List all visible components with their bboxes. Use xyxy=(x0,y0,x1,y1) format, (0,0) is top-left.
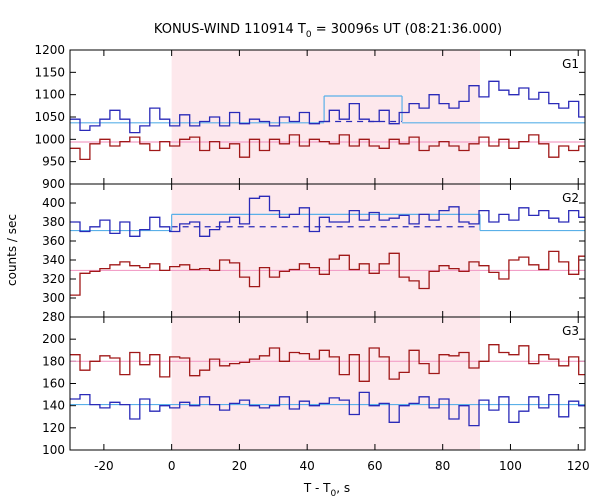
panel-g1-ytick-label: 950 xyxy=(42,155,65,169)
panel-g1-ytick-label: 1050 xyxy=(34,110,65,124)
panel-g2-label: G2 xyxy=(562,191,579,205)
x-tick-label: 120 xyxy=(567,459,590,473)
title-subscript: 0 xyxy=(306,30,312,40)
panel-g2-ytick-label: 360 xyxy=(42,234,65,248)
panel-g2-ytick-label: 380 xyxy=(42,215,65,229)
panel-g3-series-blue xyxy=(70,391,585,427)
panel-g1-label: G1 xyxy=(562,57,579,71)
panel-g2-ytick-label: 300 xyxy=(42,291,65,305)
panel-g2-series-blue xyxy=(70,195,585,237)
panel-g1-ytick-label: 1100 xyxy=(34,88,65,102)
panel-g2-ytick-label: 340 xyxy=(42,253,65,267)
panel-g3-series-red xyxy=(70,344,585,382)
x-tick-label: 40 xyxy=(300,459,315,473)
panel-g3-ytick-label: 180 xyxy=(42,354,65,368)
panel-g3-ytick-label: 200 xyxy=(42,332,65,346)
x-tick-label: 80 xyxy=(435,459,450,473)
panel-g1-ytick-label: 1200 xyxy=(34,43,65,57)
x-axis-label-tail: , s xyxy=(336,481,350,495)
panel-g1-ytick-label: 900 xyxy=(42,177,65,191)
x-tick-label: 0 xyxy=(168,459,176,473)
panel-g2-ytick-label: 400 xyxy=(42,196,65,210)
panel-g1-series-blue xyxy=(70,80,585,134)
panel-g1-ytick-label: 1000 xyxy=(34,132,65,146)
x-tick-label: 20 xyxy=(232,459,247,473)
x-axis-label-subscript: 0 xyxy=(331,489,337,499)
panel-g3-ytick-label: 140 xyxy=(42,399,65,413)
panel-g1-ytick-label: 1150 xyxy=(34,65,65,79)
panel-g2-ytick-label: 320 xyxy=(42,272,65,286)
panel-g3-ytick-label: 120 xyxy=(42,421,65,435)
panel-g3-frame xyxy=(69,316,586,451)
panel-g3-label: G3 xyxy=(562,324,579,338)
panel-g3-ytick-label: 100 xyxy=(42,443,65,457)
x-tick-label: -20 xyxy=(94,459,114,473)
panel-g2-ytick-label: 280 xyxy=(42,310,65,324)
x-tick-label: 100 xyxy=(499,459,522,473)
title-tail: = 30096s UT (08:21:36.000) xyxy=(312,22,502,37)
panel-g2-series-red xyxy=(70,250,585,296)
shaded-interval xyxy=(171,50,480,450)
x-axis-label: T - T0, s xyxy=(303,481,350,499)
panel-g3-ytick-label: 160 xyxy=(42,377,65,391)
chart-title: KONUS-WIND 110914 T0 = 30096s UT (08:21:… xyxy=(154,22,502,40)
y-axis-label: counts / sec xyxy=(5,214,19,286)
x-tick-label: 60 xyxy=(367,459,382,473)
panel-g1-series-red xyxy=(70,134,585,161)
